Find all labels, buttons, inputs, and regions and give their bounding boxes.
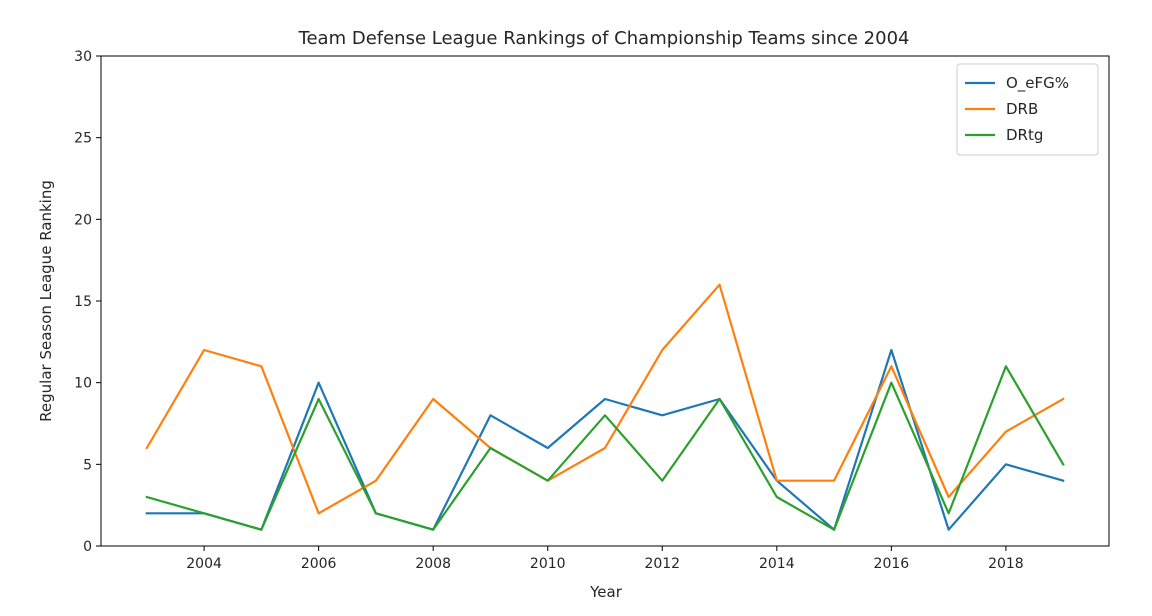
y-axis-label: Regular Season League Ranking bbox=[37, 180, 55, 422]
x-tick-label: 2010 bbox=[530, 556, 566, 572]
y-tick-label: 30 bbox=[74, 49, 92, 65]
y-tick-label: 10 bbox=[74, 376, 92, 392]
x-tick-label: 2018 bbox=[988, 556, 1024, 572]
x-tick-label: 2004 bbox=[186, 556, 222, 572]
legend-label: DRtg bbox=[1006, 126, 1043, 144]
y-axis: 0 5 10 15 20 25 30 bbox=[74, 49, 101, 555]
x-tick-label: 2014 bbox=[759, 556, 795, 572]
x-axis-label: Year bbox=[589, 583, 623, 601]
chart-title: Team Defense League Rankings of Champion… bbox=[298, 28, 910, 49]
x-axis: 2004 2006 2008 2010 2012 2014 2016 2018 bbox=[186, 546, 1024, 572]
x-tick-label: 2012 bbox=[644, 556, 680, 572]
series-layer bbox=[145, 283, 1065, 531]
plot-background bbox=[101, 56, 1109, 546]
x-tick-label: 2016 bbox=[874, 556, 910, 572]
legend-label: O_eFG% bbox=[1006, 74, 1069, 93]
series-line bbox=[145, 283, 1065, 515]
legend-label: DRB bbox=[1006, 100, 1038, 118]
x-tick-label: 2008 bbox=[415, 556, 451, 572]
y-tick-label: 25 bbox=[74, 131, 92, 147]
y-tick-label: 20 bbox=[74, 212, 92, 228]
y-tick-label: 0 bbox=[83, 539, 92, 555]
legend: O_eFG% DRB DRtg bbox=[956, 63, 1099, 156]
legend-frame bbox=[956, 63, 1099, 156]
plot-area bbox=[100, 55, 1110, 547]
y-tick-label: 15 bbox=[74, 294, 92, 310]
x-tick-label: 2006 bbox=[301, 556, 337, 572]
y-tick-label: 5 bbox=[83, 457, 92, 473]
series-line bbox=[145, 365, 1065, 531]
